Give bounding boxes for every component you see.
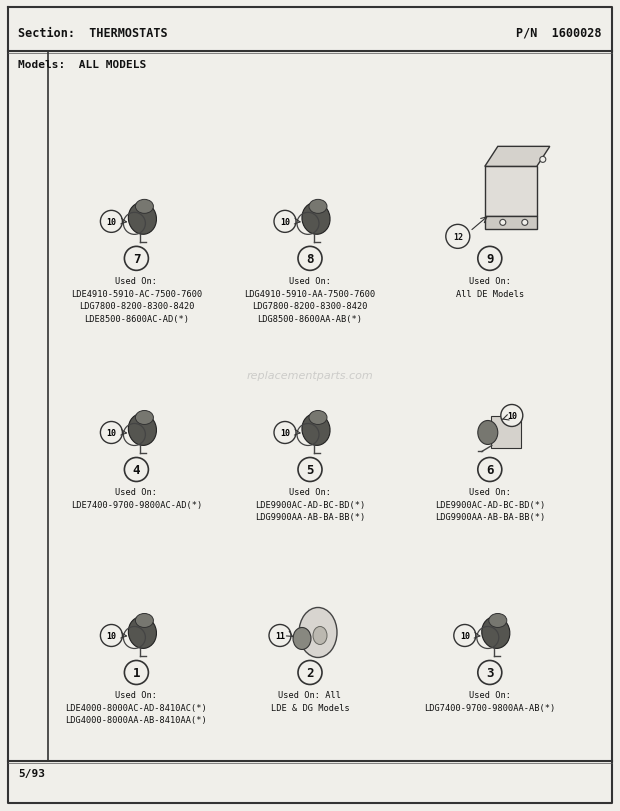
Ellipse shape (299, 607, 337, 658)
Ellipse shape (135, 614, 153, 628)
Text: Used On:
LDG4910-5910-AA-7500-7600
LDG7800-8200-8300-8420
LDG8500-8600AA-AB(*): Used On: LDG4910-5910-AA-7500-7600 LDG78… (244, 277, 376, 324)
Text: 12: 12 (453, 233, 463, 242)
Text: Used On:
LDE9900AC-AD-BC-BD(*)
LDG9900AA-AB-BA-BB(*): Used On: LDE9900AC-AD-BC-BD(*) LDG9900AA… (255, 488, 365, 521)
Ellipse shape (128, 204, 156, 235)
Circle shape (100, 211, 122, 233)
Circle shape (274, 211, 296, 233)
Ellipse shape (489, 614, 507, 628)
Polygon shape (485, 167, 537, 217)
Circle shape (454, 624, 476, 646)
Circle shape (125, 661, 148, 684)
FancyBboxPatch shape (491, 417, 521, 449)
Ellipse shape (135, 411, 153, 425)
Ellipse shape (293, 628, 311, 650)
Text: 8: 8 (306, 252, 314, 265)
Text: P/N  1600028: P/N 1600028 (516, 27, 602, 40)
Text: 7: 7 (133, 252, 140, 265)
Ellipse shape (478, 421, 498, 445)
Text: Used On: All
LDE & DG Models: Used On: All LDE & DG Models (270, 691, 350, 712)
Circle shape (298, 661, 322, 684)
Circle shape (500, 220, 506, 226)
Text: 4: 4 (133, 463, 140, 476)
Text: 3: 3 (486, 666, 494, 679)
Text: 9: 9 (486, 252, 494, 265)
Ellipse shape (128, 617, 156, 649)
Text: Used On:
LDE9900AC-AD-BC-BD(*)
LDG9900AA-AB-BA-BB(*): Used On: LDE9900AC-AD-BC-BD(*) LDG9900AA… (435, 488, 545, 521)
Ellipse shape (309, 200, 327, 214)
Text: 10: 10 (460, 631, 470, 640)
Text: 5/93: 5/93 (18, 768, 45, 778)
Polygon shape (485, 217, 537, 230)
Text: 11: 11 (275, 631, 285, 640)
Text: 6: 6 (486, 463, 494, 476)
Ellipse shape (302, 414, 330, 446)
Text: Models:  ALL MODELS: Models: ALL MODELS (18, 60, 146, 70)
Text: Used On:
LDE4000-8000AC-AD-8410AC(*)
LDG4000-8000AA-AB-8410AA(*): Used On: LDE4000-8000AC-AD-8410AC(*) LDG… (66, 691, 207, 724)
Circle shape (125, 247, 148, 271)
Circle shape (478, 247, 502, 271)
Text: 1: 1 (133, 666, 140, 679)
Circle shape (501, 405, 523, 427)
Text: 10: 10 (107, 631, 117, 640)
Ellipse shape (128, 414, 156, 446)
Circle shape (274, 422, 296, 444)
Text: 10: 10 (107, 428, 117, 437)
Text: Section:  THERMOSTATS: Section: THERMOSTATS (18, 27, 167, 40)
Text: Used On:
LDE7400-9700-9800AC-AD(*): Used On: LDE7400-9700-9800AC-AD(*) (71, 488, 202, 509)
Circle shape (298, 458, 322, 482)
Circle shape (100, 422, 122, 444)
Text: 10: 10 (107, 217, 117, 226)
Text: 5: 5 (306, 463, 314, 476)
Circle shape (478, 458, 502, 482)
Ellipse shape (302, 204, 330, 235)
Ellipse shape (309, 411, 327, 425)
Circle shape (446, 225, 470, 249)
Text: Used On:
All DE Models: Used On: All DE Models (456, 277, 524, 298)
Circle shape (478, 661, 502, 684)
Circle shape (269, 624, 291, 646)
Circle shape (540, 157, 546, 163)
Circle shape (298, 247, 322, 271)
Ellipse shape (135, 200, 153, 214)
Polygon shape (485, 147, 550, 167)
Circle shape (125, 458, 148, 482)
Text: 10: 10 (507, 411, 517, 420)
Text: 10: 10 (280, 428, 290, 437)
Text: Used On:
LDG7400-9700-9800AA-AB(*): Used On: LDG7400-9700-9800AA-AB(*) (424, 691, 556, 712)
Text: 2: 2 (306, 666, 314, 679)
Text: 10: 10 (280, 217, 290, 226)
Ellipse shape (313, 627, 327, 645)
Ellipse shape (482, 617, 510, 649)
Text: Used On:
LDE4910-5910-AC-7500-7600
LDG7800-8200-8300-8420
LDE8500-8600AC-AD(*): Used On: LDE4910-5910-AC-7500-7600 LDG78… (71, 277, 202, 324)
Text: replacementparts.com: replacementparts.com (247, 371, 373, 380)
Circle shape (522, 220, 528, 226)
Circle shape (100, 624, 122, 646)
